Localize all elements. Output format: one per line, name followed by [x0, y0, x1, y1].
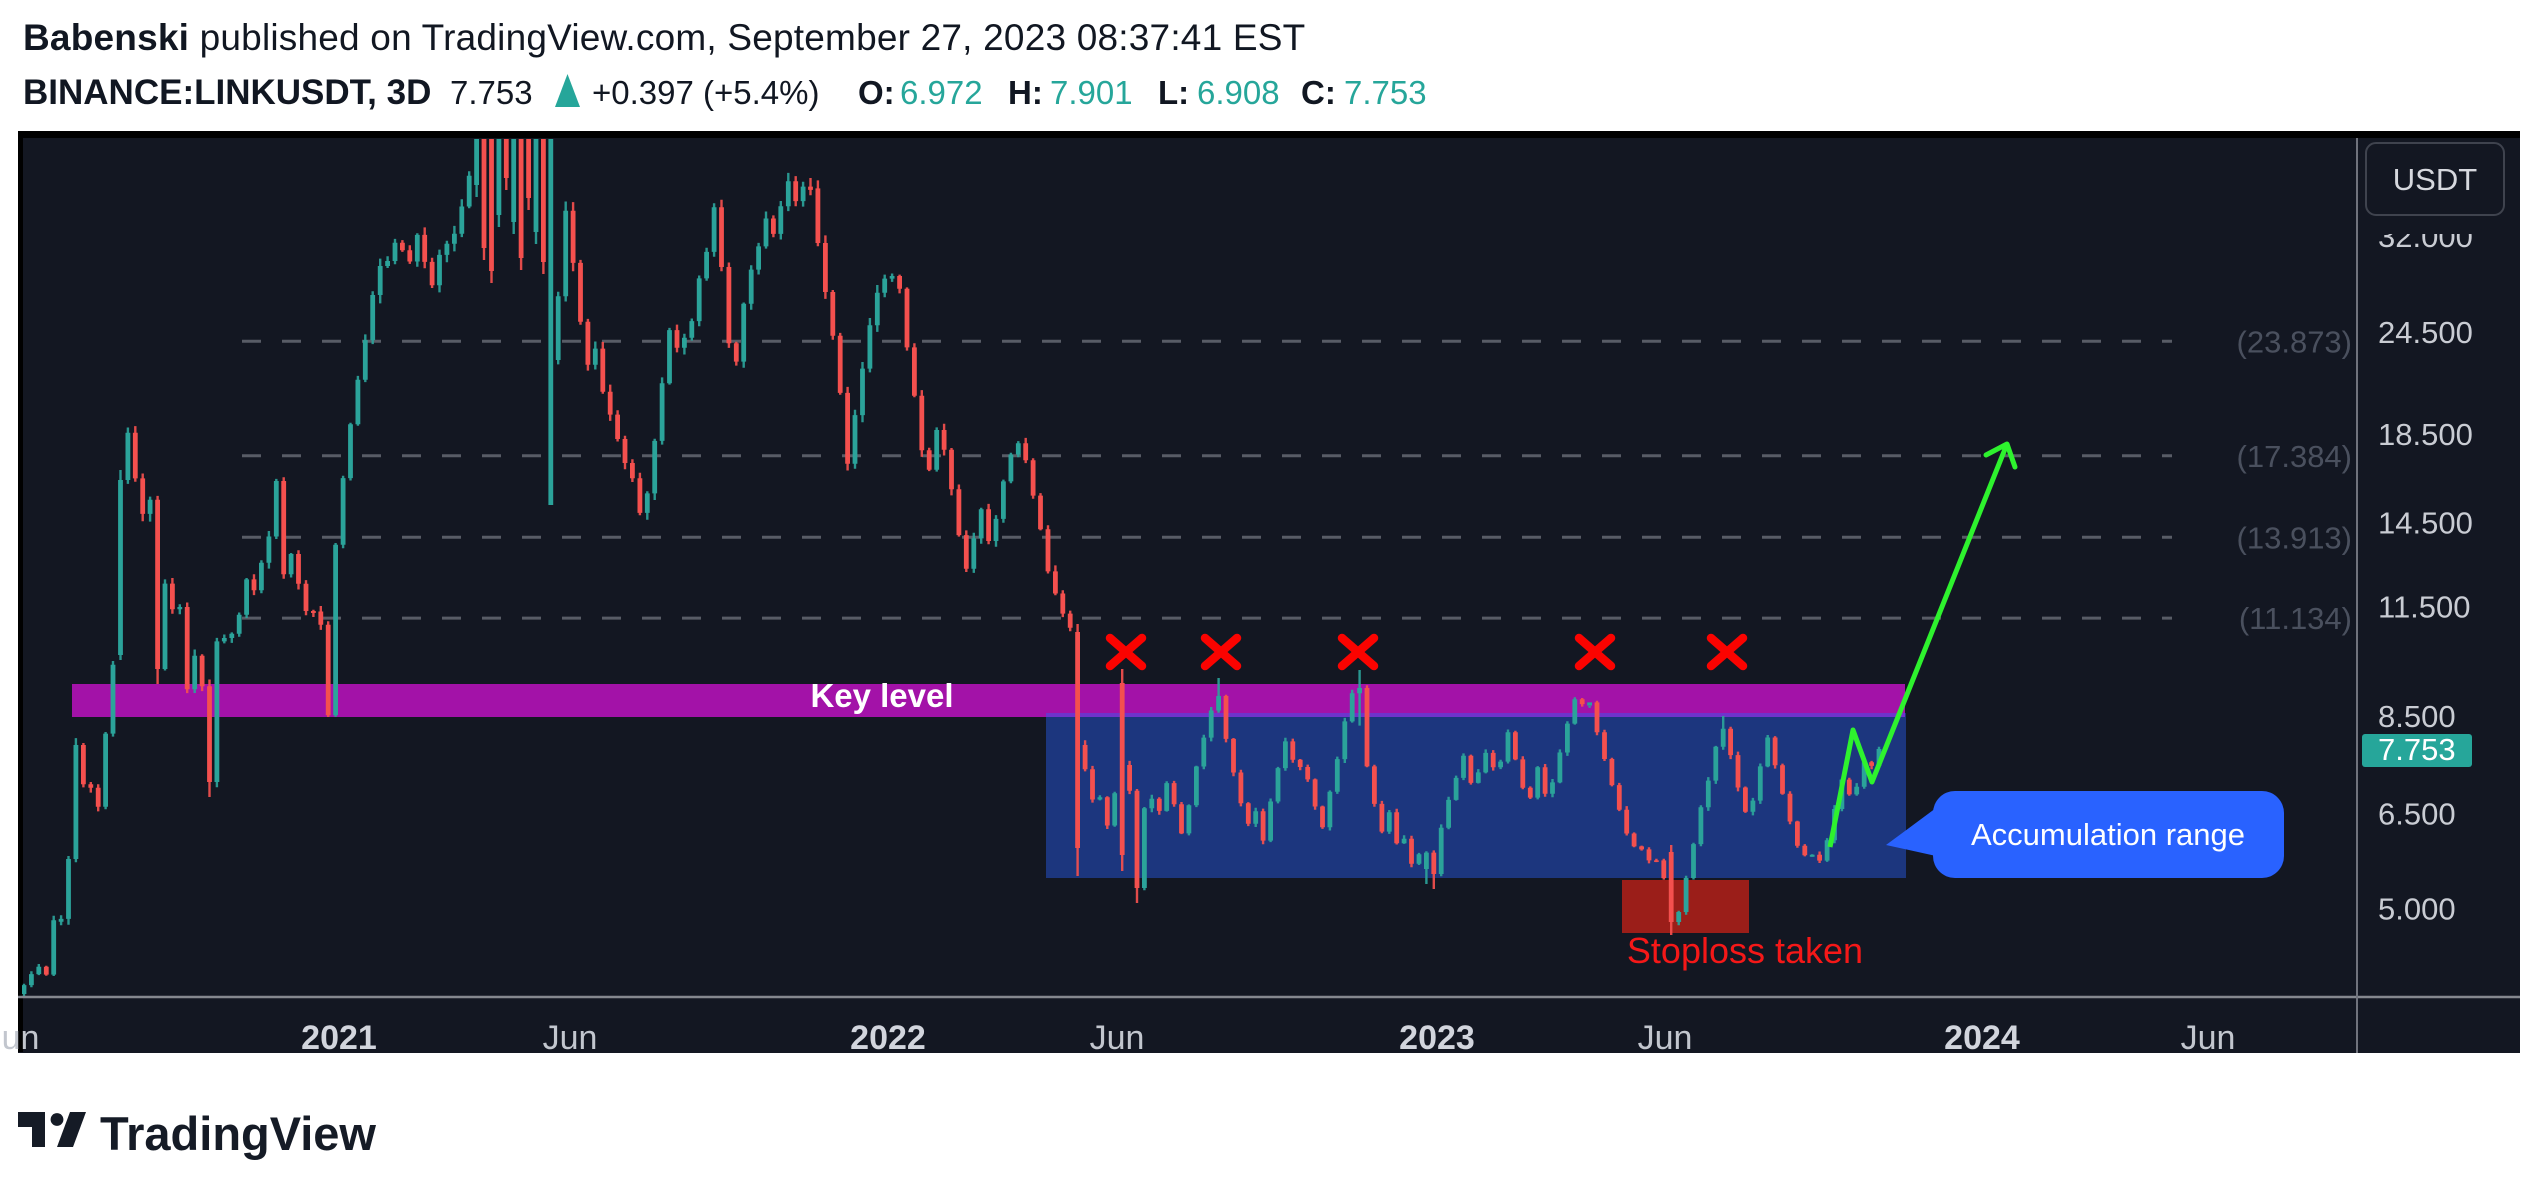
svg-text:(23.873): (23.873)	[2237, 324, 2352, 359]
svg-text:2022: 2022	[850, 1019, 926, 1057]
svg-text:(13.913): (13.913)	[2237, 520, 2352, 555]
svg-text:2024: 2024	[1944, 1019, 2020, 1057]
svg-text:Jun: Jun	[0, 1019, 39, 1057]
svg-text:Stoploss taken: Stoploss taken	[1627, 930, 1863, 971]
svg-text:BINANCE:LINKUSDT, 3D: BINANCE:LINKUSDT, 3D	[23, 73, 431, 112]
svg-text:18.500: 18.500	[2378, 417, 2473, 452]
svg-text:7.753: 7.753	[2378, 732, 2456, 767]
svg-text:USDT: USDT	[2393, 162, 2477, 197]
svg-text:Jun: Jun	[1638, 1019, 1693, 1057]
svg-text:14.500: 14.500	[2378, 505, 2473, 540]
svg-text:11.500: 11.500	[2378, 590, 2471, 625]
svg-text:5.000: 5.000	[2378, 892, 2456, 927]
svg-text:+0.397 (+5.4%): +0.397 (+5.4%)	[592, 74, 820, 111]
svg-text:Accumulation range: Accumulation range	[1971, 817, 2245, 852]
svg-text:Jun: Jun	[543, 1019, 598, 1057]
svg-text:Babenski published on TradingV: Babenski published on TradingView.com, S…	[23, 17, 1305, 58]
svg-text:TradingView: TradingView	[100, 1107, 376, 1160]
svg-text:(17.384): (17.384)	[2237, 439, 2352, 474]
svg-text:Jun: Jun	[2181, 1019, 2236, 1057]
svg-text:Jun: Jun	[1090, 1019, 1145, 1057]
svg-text:Key level: Key level	[810, 677, 953, 714]
svg-text:8.500: 8.500	[2378, 699, 2456, 734]
svg-text:6.500: 6.500	[2378, 797, 2456, 832]
svg-text:24.500: 24.500	[2378, 315, 2473, 350]
svg-text:2021: 2021	[301, 1019, 377, 1057]
svg-text:32.000: 32.000	[2378, 219, 2473, 254]
svg-text:7.753: 7.753	[450, 74, 533, 111]
svg-text:(11.134): (11.134)	[2239, 601, 2352, 636]
svg-text:2023: 2023	[1399, 1019, 1475, 1057]
